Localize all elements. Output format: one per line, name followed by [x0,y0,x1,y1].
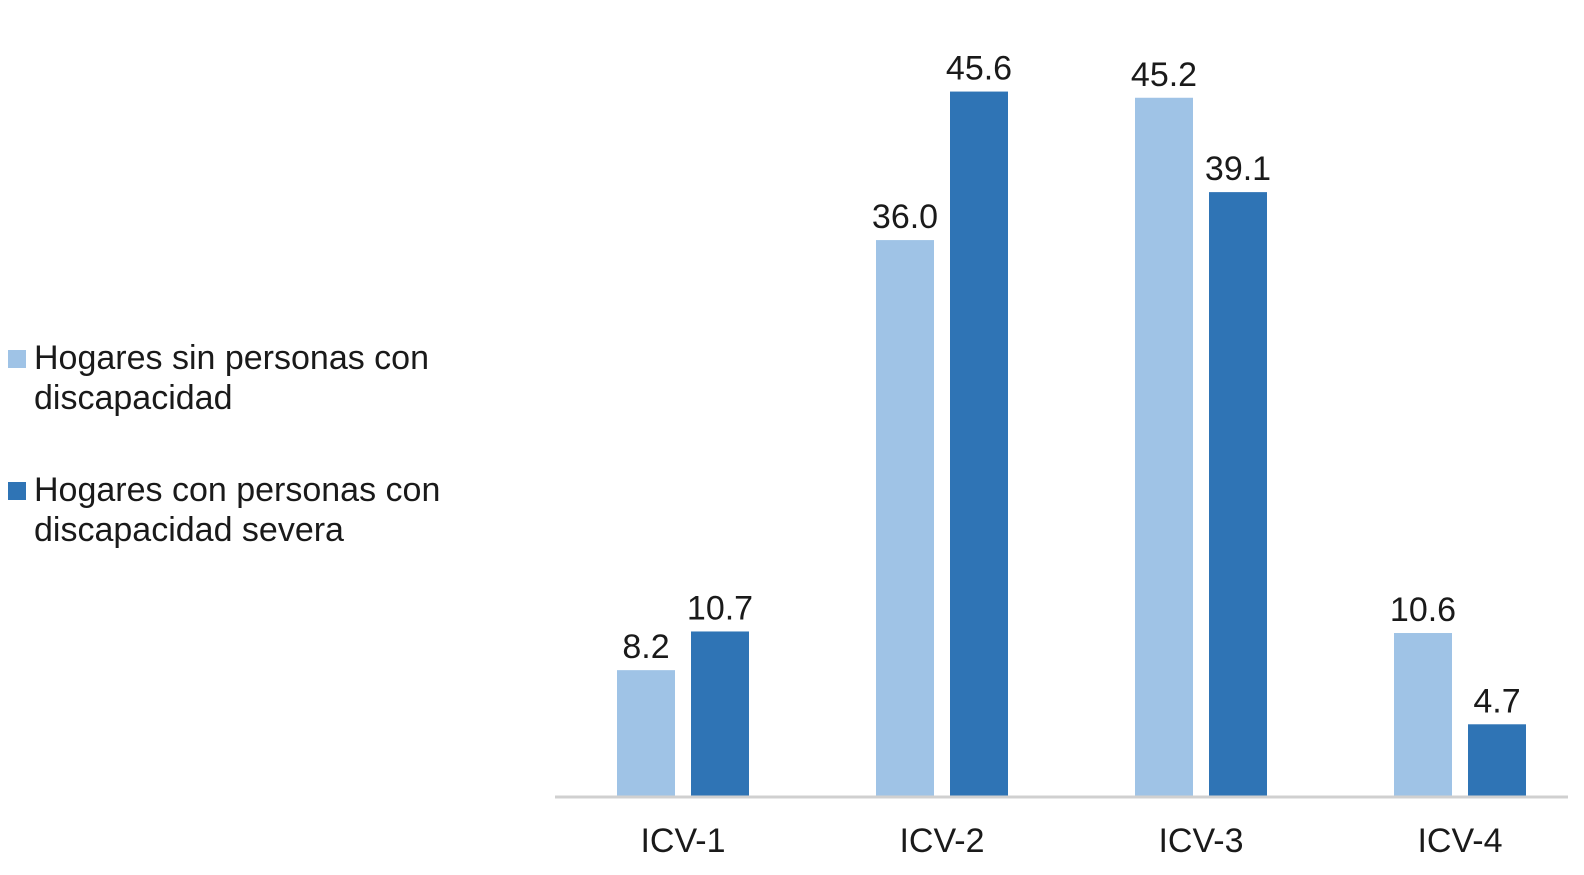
data-label-icv-3-series-2: 39.1 [1205,150,1271,188]
data-label-icv-2-series-1: 36.0 [872,198,938,236]
x-tick-label-icv-2: ICV-2 [899,822,984,860]
legend-label-series-2: Hogares con personas con discapacidad se… [34,471,441,549]
bar-icv-4-series-1 [1394,633,1452,797]
legend-swatch-series-2 [8,482,26,500]
legend-item-series-2: Hogares con personas con discapacidad se… [6,470,546,550]
legend: Hogares sin personas con discapacidad Ho… [6,338,546,602]
bar-icv-1-series-1 [617,670,675,797]
data-label-icv-3-series-1: 45.2 [1131,56,1197,94]
bar-icv-3-series-2 [1209,192,1267,798]
data-label-icv-4-series-2: 4.7 [1473,682,1520,720]
legend-swatch-series-1 [8,350,26,368]
bar-icv-2-series-2 [950,91,1008,798]
legend-label-series-1: Hogares sin personas con discapacidad [34,339,430,417]
data-label-icv-4-series-1: 10.6 [1390,591,1456,629]
data-label-icv-2-series-2: 45.6 [946,50,1012,88]
bar-icv-2-series-1 [876,240,934,797]
bar-icv-1-series-2 [691,631,749,797]
x-tick-label-icv-4: ICV-4 [1417,822,1502,860]
data-label-icv-1-series-2: 10.7 [687,589,753,627]
bar-icv-3-series-1 [1135,97,1193,798]
x-tick-label-icv-3: ICV-3 [1158,822,1243,860]
legend-item-series-1: Hogares sin personas con discapacidad [6,338,546,418]
x-tick-label-icv-1: ICV-1 [640,822,725,860]
bar-icv-4-series-2 [1468,724,1526,797]
data-label-icv-1-series-1: 8.2 [622,628,669,666]
